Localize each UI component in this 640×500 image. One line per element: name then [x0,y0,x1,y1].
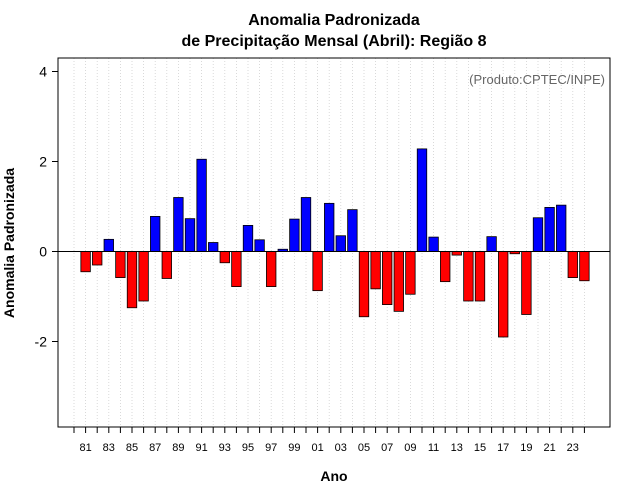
x-tick-label: 11 [428,442,439,454]
bar-2019 [521,251,532,315]
bar-1984 [115,251,126,279]
bars [80,148,590,338]
y-tick-label: 4 [39,64,47,80]
bar-2024 [579,251,590,282]
x-tick-label: 03 [335,442,347,454]
bar-1993 [219,251,230,264]
bar-2004 [347,209,358,252]
bar-2012 [440,251,451,283]
x-tick-label: 15 [474,442,486,454]
bar-1983 [103,238,114,252]
bar-2002 [324,202,335,252]
bar-2003 [335,235,346,252]
bar-2009 [405,251,416,295]
bar-2005 [358,251,370,318]
x-tick-label: 99 [288,442,300,454]
x-tick-label: 91 [195,442,207,454]
x-tick-label: 85 [126,442,138,454]
bar-2020 [532,217,544,252]
y-tick-label: 0 [39,244,47,260]
bar-2017 [498,251,509,338]
bar-2022 [556,204,567,252]
bar-1994 [231,251,242,287]
bar-2010 [416,148,428,252]
bar-2021 [544,206,555,252]
bar-2007 [382,251,393,305]
chart-title-line1: Anomalia Padronizada [248,12,420,29]
bar-1996 [254,239,265,252]
bar-1989 [173,197,184,252]
x-tick-label: 23 [567,442,579,454]
bar-2000 [300,197,312,252]
bar-2023 [567,251,578,279]
chart-title-line2: de Precipitação Mensal (Abril): Região 8 [182,33,487,50]
bar-1990 [184,218,196,252]
bar-1986 [138,251,149,302]
y-tick-label: 2 [39,154,47,170]
x-tick-label: 83 [103,442,115,454]
bar-2001 [312,251,323,292]
x-tick-label: 21 [543,442,555,454]
x-tick-label: 93 [219,442,231,454]
x-tick-label: 89 [172,442,184,454]
bar-2014 [463,251,474,302]
x-tick-label: 95 [242,442,254,454]
x-tick-label: 09 [404,442,416,454]
bar-1988 [161,251,172,279]
bar-2013 [451,251,462,256]
bar-1985 [126,251,138,309]
bar-2016 [486,236,497,252]
x-tick-label: 81 [79,442,91,454]
bar-2008 [393,251,404,312]
x-axis: 81 83 85 87 89 91 93 95 97 99 01 03 05 07 09 11 13 15 17 19… [73,427,585,454]
bar-1992 [208,242,219,252]
bar-1981 [80,251,91,273]
bar-2015 [474,251,486,302]
bar-1997 [266,251,277,287]
x-tick-label: 87 [149,442,161,454]
bar-1987 [150,215,161,252]
x-tick-label: 07 [381,442,393,454]
bar-2006 [370,251,381,290]
bar-2011 [428,236,439,252]
source-annotation: (Produto:CPTEC/INPE) [469,72,605,87]
x-tick-label: 19 [520,442,532,454]
y-axis-label: Anomalia Padronizada [1,168,17,318]
x-tick-label: 13 [451,442,463,454]
x-tick-label: 05 [358,442,370,454]
y-axis: -2 0 2 4 [35,64,58,350]
x-axis-label: Ano [320,468,347,484]
bar-1995 [242,224,254,252]
bar-1982 [92,251,103,266]
bar-1991 [196,158,207,252]
y-tick-label: -2 [35,334,48,350]
x-tick-label: 97 [265,442,277,454]
plot-frame [57,57,611,428]
bar-1999 [289,218,300,252]
x-tick-label: 17 [497,442,509,454]
x-tick-label: 01 [311,442,323,454]
